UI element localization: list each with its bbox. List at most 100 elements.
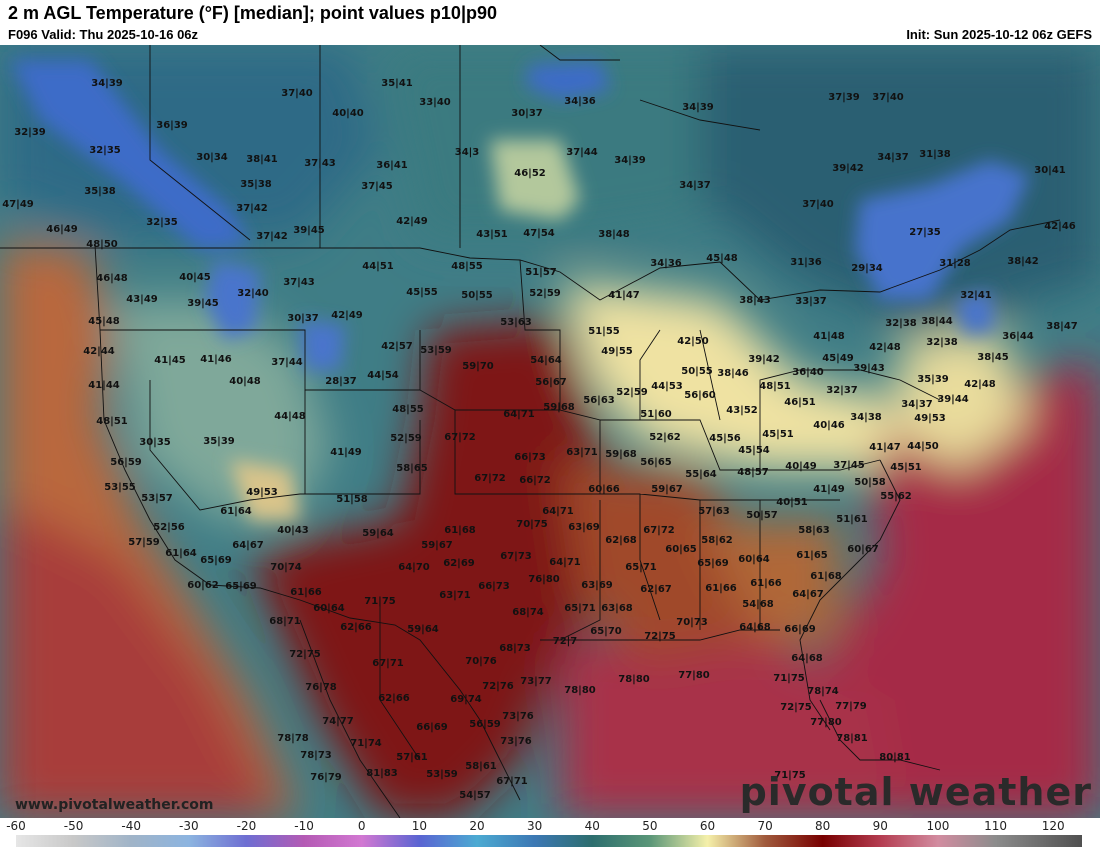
point-value-label: 41|49 bbox=[330, 447, 362, 458]
point-value-label: 44|54 bbox=[367, 370, 399, 381]
point-value-label: 41|45 bbox=[154, 355, 186, 366]
point-value-label: 78|73 bbox=[300, 750, 332, 761]
color-legend: -60 -50 -40 -30 -20 -10 0 10 20 30 40 50 60 70 80 90 100… bbox=[0, 818, 1100, 850]
point-value-label: 34|37 bbox=[679, 180, 711, 191]
point-value-label: 40|43 bbox=[277, 525, 309, 536]
point-value-label: 34|37 bbox=[901, 399, 933, 410]
point-value-label: 54|64 bbox=[530, 355, 562, 366]
point-value-label: 36|39 bbox=[156, 120, 188, 131]
point-value-label: 61|64 bbox=[220, 506, 252, 517]
point-value-label: 61|65 bbox=[796, 550, 828, 561]
point-value-label: 38|47 bbox=[1046, 321, 1078, 332]
point-value-label: 52|62 bbox=[649, 432, 681, 443]
point-value-label: 38|42 bbox=[1007, 256, 1039, 267]
point-value-label: 63|71 bbox=[439, 590, 471, 601]
point-value-label: 53|57 bbox=[141, 493, 173, 504]
point-value-label: 35|39 bbox=[203, 436, 235, 447]
website-link[interactable]: www.pivotalweather.com bbox=[15, 797, 214, 813]
point-value-label: 44|51 bbox=[362, 261, 394, 272]
point-value-label: 46|48 bbox=[96, 273, 128, 284]
point-value-label: 59|64 bbox=[407, 624, 439, 635]
point-value-label: 60|62 bbox=[187, 580, 219, 591]
legend-tick-label: -30 bbox=[179, 819, 199, 833]
point-value-label: 34|36 bbox=[564, 96, 596, 107]
point-value-label: 35|39 bbox=[917, 374, 949, 385]
point-value-label: 50|57 bbox=[746, 510, 778, 521]
point-value-label: 65|69 bbox=[697, 558, 729, 569]
point-value-label: 64|67 bbox=[792, 589, 824, 600]
legend-tick-label: 10 bbox=[411, 819, 427, 833]
point-value-label: 32|35 bbox=[89, 145, 121, 156]
point-value-label: 71|75 bbox=[773, 673, 805, 684]
point-value-label: 65|71 bbox=[564, 603, 596, 614]
point-value-label: 38|46 bbox=[717, 368, 749, 379]
point-value-label: 35|38 bbox=[240, 179, 272, 190]
point-value-label: 71|75 bbox=[364, 596, 396, 607]
point-value-label: 37|39 bbox=[828, 92, 860, 103]
point-value-label: 56|59 bbox=[469, 719, 501, 730]
legend-tick-label: 120 bbox=[1041, 819, 1065, 833]
point-value-label: 78|80 bbox=[564, 685, 596, 696]
point-value-label: 42|48 bbox=[964, 379, 996, 390]
point-value-label: 40|51 bbox=[776, 497, 808, 508]
point-value-label: 54|57 bbox=[459, 790, 491, 801]
legend-tick-label: 70 bbox=[757, 819, 773, 833]
point-value-label: 34|36 bbox=[650, 258, 682, 269]
point-value-label: 77|80 bbox=[810, 717, 842, 728]
point-value-label: 58|63 bbox=[798, 525, 830, 536]
point-value-label: 51|58 bbox=[336, 494, 368, 505]
point-value-label: 60|64 bbox=[313, 603, 345, 614]
point-value-label: 67|73 bbox=[500, 551, 532, 562]
point-value-label: 59|68 bbox=[605, 449, 637, 460]
point-value-label: 48|50 bbox=[86, 239, 118, 250]
point-value-label: 41|48 bbox=[813, 331, 845, 342]
point-value-label: 30|37 bbox=[287, 313, 319, 324]
point-value-label: 39|45 bbox=[293, 225, 325, 236]
point-value-label: 45|49 bbox=[822, 353, 854, 364]
map-boundaries bbox=[0, 45, 1061, 818]
point-value-label: 63|69 bbox=[568, 522, 600, 533]
legend-tick-label: 80 bbox=[815, 819, 831, 833]
point-value-label: 42|46 bbox=[1044, 221, 1076, 232]
point-value-label: 42|57 bbox=[381, 341, 413, 352]
point-value-label: 68|71 bbox=[269, 616, 301, 627]
point-value-label: 38|43 bbox=[739, 295, 771, 306]
point-value-label: 62|69 bbox=[443, 558, 475, 569]
point-value-label: 58|65 bbox=[396, 463, 428, 474]
point-value-label: 45|54 bbox=[738, 445, 770, 456]
point-value-label: 37|42 bbox=[236, 203, 268, 214]
point-value-label: 32|40 bbox=[237, 288, 269, 299]
point-value-label: 34|39 bbox=[91, 78, 123, 89]
point-value-label: 39|43 bbox=[853, 363, 885, 374]
point-value-label: 72|7 bbox=[553, 636, 578, 647]
point-value-label: 62|68 bbox=[605, 535, 637, 546]
point-value-label: 72|76 bbox=[482, 681, 514, 692]
legend-tick-label: -60 bbox=[6, 819, 26, 833]
point-value-label: 50|55 bbox=[461, 290, 493, 301]
point-value-label: 59|70 bbox=[462, 361, 494, 372]
point-value-label: 27|35 bbox=[909, 227, 941, 238]
point-value-label: 51|60 bbox=[640, 409, 672, 420]
point-value-label: 54|68 bbox=[742, 599, 774, 610]
point-value-label: 35|41 bbox=[381, 78, 413, 89]
point-value-label: 39|44 bbox=[937, 394, 969, 405]
point-value-label: 45|48 bbox=[88, 316, 120, 327]
point-value-label: 44|48 bbox=[274, 411, 306, 422]
point-value-label: 47|54 bbox=[523, 228, 555, 239]
point-value-label: 67|71 bbox=[372, 658, 404, 669]
point-value-label: 57|59 bbox=[128, 537, 160, 548]
point-value-label: 59|67 bbox=[651, 484, 683, 495]
temperature-map[interactable]: 34|39 32|39 32|35 36|39 30|34 38|41 35|38 35|38… bbox=[0, 45, 1100, 818]
point-value-label: 64|68 bbox=[739, 622, 771, 633]
point-value-label: 60|64 bbox=[738, 554, 770, 565]
point-value-label: 37|42 bbox=[256, 231, 288, 242]
point-value-label: 49|53 bbox=[246, 487, 278, 498]
point-value-label: 34|39 bbox=[682, 102, 714, 113]
point-value-label: 34|3 bbox=[455, 147, 480, 158]
point-value-label: 52|59 bbox=[529, 288, 561, 299]
header: 2 m AGL Temperature (°F) [median]; point… bbox=[0, 0, 1100, 45]
point-value-label: 53|59 bbox=[420, 345, 452, 356]
point-value-label: 64|70 bbox=[398, 562, 430, 573]
init-time: Init: Sun 2025-10-12 06z GEFS bbox=[906, 27, 1092, 42]
point-value-label: 33|40 bbox=[419, 97, 451, 108]
